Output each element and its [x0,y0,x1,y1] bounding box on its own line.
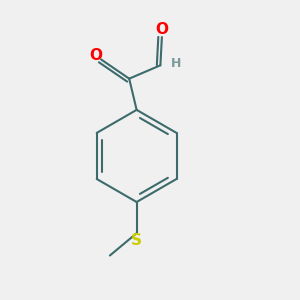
Text: O: O [155,22,168,37]
Text: O: O [89,48,102,63]
Text: H: H [171,57,181,70]
Text: S: S [131,233,142,248]
